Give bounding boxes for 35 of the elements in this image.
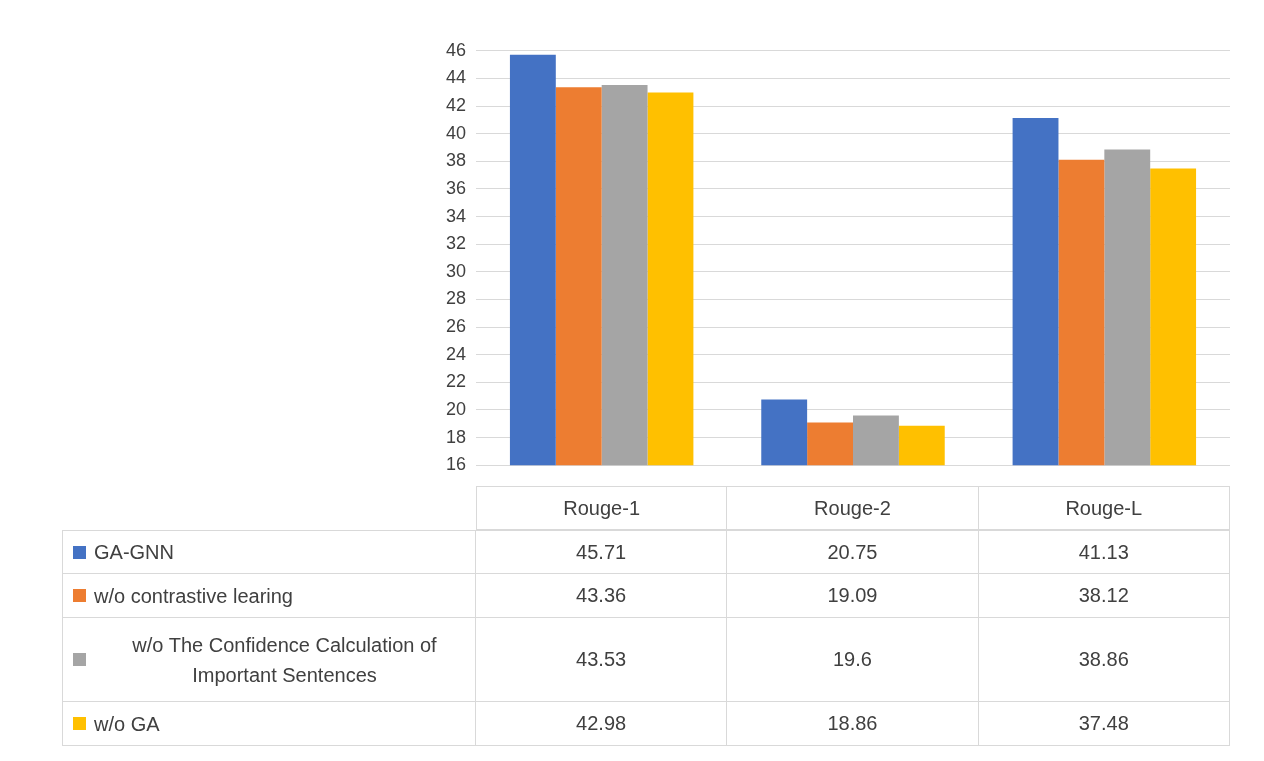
x-tick-label: Rouge-L xyxy=(978,486,1230,530)
y-tick-label: 16 xyxy=(445,454,466,475)
y-tick-label: 34 xyxy=(445,205,466,226)
data-label: 43.53 xyxy=(476,618,728,702)
data-label: 19.09 xyxy=(727,574,979,618)
y-tick-label: 22 xyxy=(445,371,466,392)
data-label: 19.6 xyxy=(727,618,979,702)
y-tick-label: 44 xyxy=(445,67,466,88)
data-label: 41.13 xyxy=(978,530,1230,574)
legend-label: w/o The Confidence Calculation of Important Sentences xyxy=(131,632,438,688)
legend-label: w/o GA xyxy=(94,711,160,737)
x-tick-label: Rouge-2 xyxy=(727,486,979,530)
y-tick-label: 18 xyxy=(445,426,466,447)
y-tick-label: 32 xyxy=(445,233,466,254)
y-tick-label: 28 xyxy=(445,288,466,309)
data-label: 37.48 xyxy=(978,702,1230,746)
data-label: 45.71 xyxy=(476,530,728,574)
legend-label: GA-GNN xyxy=(94,540,174,565)
y-tick-label: 26 xyxy=(445,316,466,337)
y-tick-label: 24 xyxy=(445,343,466,364)
y-tick-label: 36 xyxy=(445,177,466,198)
data-label: 42.98 xyxy=(476,702,728,746)
legend-label: w/o contrastive learing xyxy=(94,583,293,609)
data-label: 38.12 xyxy=(978,574,1230,618)
data-label: 38.86 xyxy=(978,618,1230,702)
y-tick-label: 20 xyxy=(445,398,466,419)
x-tick-label: Rouge-1 xyxy=(476,486,728,530)
data-label: 18.86 xyxy=(727,702,979,746)
y-tick-label: 46 xyxy=(445,39,466,60)
data-label: 20.75 xyxy=(727,530,979,574)
y-tick-label: 38 xyxy=(445,150,466,171)
y-tick-label: 42 xyxy=(445,95,466,116)
y-tick-label: 40 xyxy=(445,122,466,143)
data-label: 43.36 xyxy=(476,574,728,618)
y-tick-label: 30 xyxy=(445,260,466,281)
